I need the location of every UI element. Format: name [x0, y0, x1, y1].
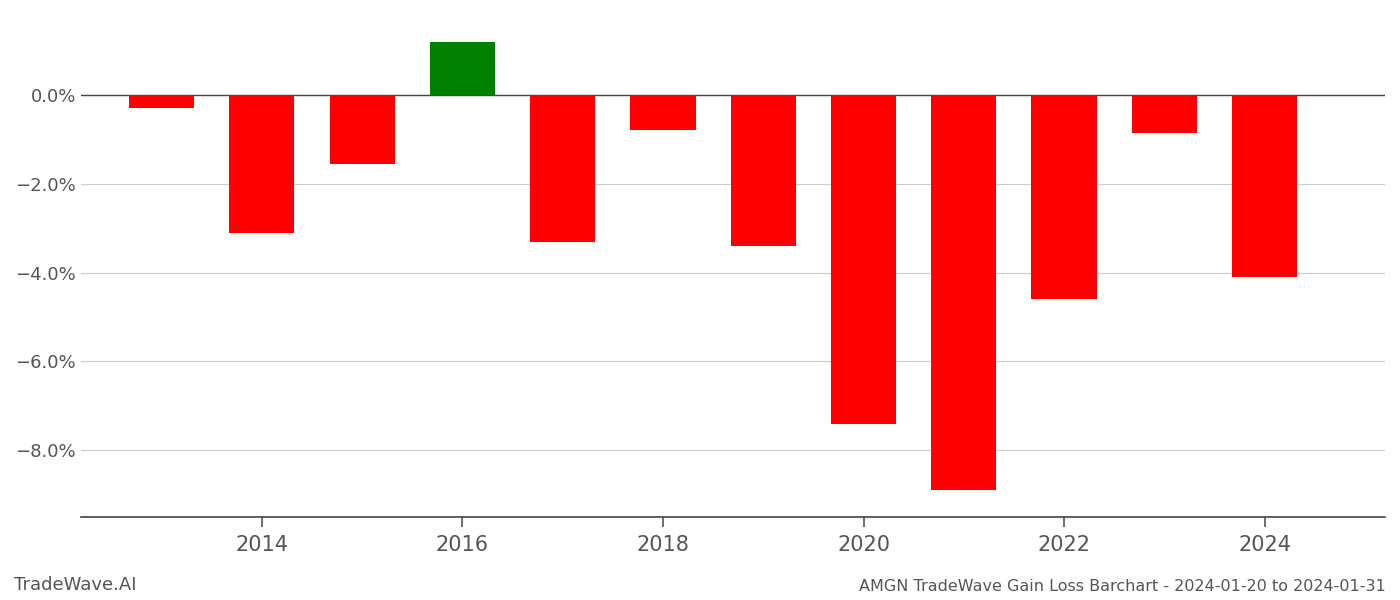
Bar [1232, 95, 1298, 277]
Text: TradeWave.AI: TradeWave.AI [14, 576, 137, 594]
Bar [129, 95, 195, 108]
Bar [630, 95, 696, 130]
Bar [731, 95, 795, 246]
Bar [430, 41, 496, 95]
Bar [531, 95, 595, 242]
Text: AMGN TradeWave Gain Loss Barchart - 2024-01-20 to 2024-01-31: AMGN TradeWave Gain Loss Barchart - 2024… [860, 579, 1386, 594]
Bar [1032, 95, 1096, 299]
Bar [832, 95, 896, 424]
Bar [329, 95, 395, 164]
Bar [931, 95, 997, 490]
Bar [230, 95, 294, 233]
Bar [1131, 95, 1197, 133]
